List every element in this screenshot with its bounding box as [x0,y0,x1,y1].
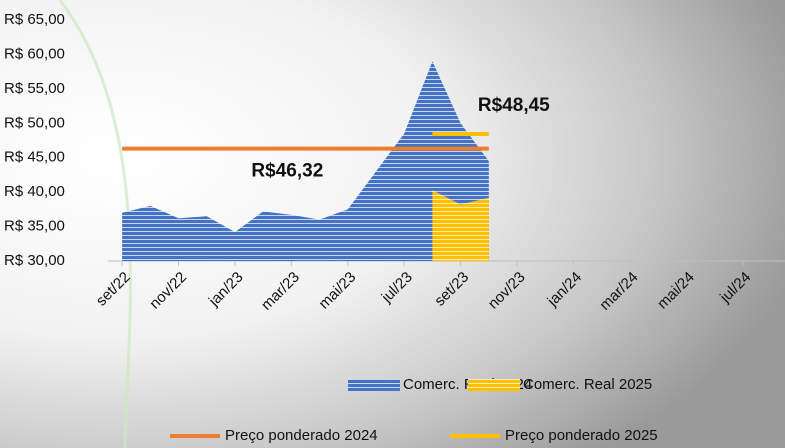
data-label: R$48,45 [478,95,550,116]
y-tick-label: R$ 35,00 [4,218,65,235]
legend-label: Preço ponderado 2024 [225,427,378,444]
legend-label: Comerc. Real 2025 [523,376,652,393]
y-tick-label: R$ 60,00 [4,45,65,62]
y-tick-label: R$ 65,00 [4,11,65,28]
legend-swatch [468,379,520,391]
data-label: R$46,32 [251,161,323,182]
legend-swatch [348,379,400,391]
legend-label: Preço ponderado 2025 [505,427,658,444]
y-tick-label: R$ 30,00 [4,252,65,269]
y-tick-label: R$ 40,00 [4,183,65,200]
y-tick-label: R$ 45,00 [4,149,65,166]
y-tick-label: R$ 55,00 [4,80,65,97]
chart: R$ 30,00 R$ 35,00 R$ 40,00 R$ 45,00 R$ 50,00… [0,0,785,448]
y-tick-label: R$ 50,00 [4,114,65,131]
